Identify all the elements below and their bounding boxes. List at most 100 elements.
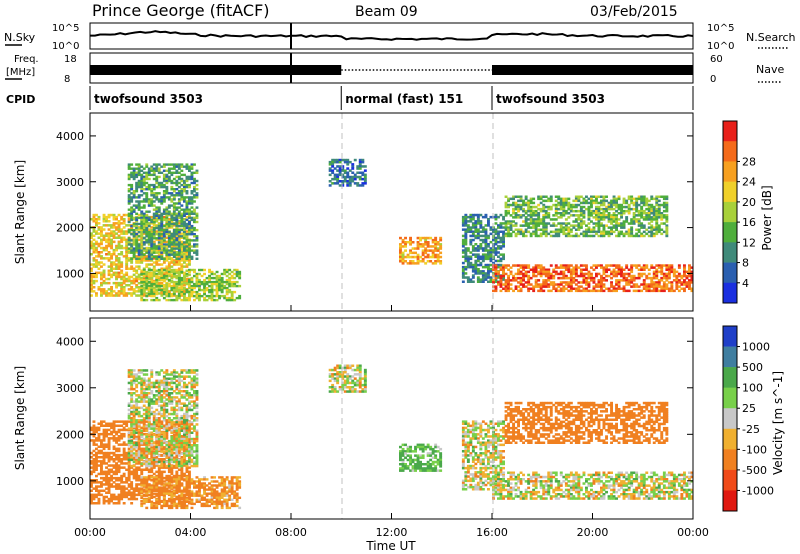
echo-cell xyxy=(130,493,134,497)
echo-cell xyxy=(195,249,199,252)
echo-cell xyxy=(167,220,171,224)
echo-cell xyxy=(424,255,428,259)
echo-cell xyxy=(105,456,108,459)
echo-cell xyxy=(484,272,488,275)
echo-cell xyxy=(564,264,568,267)
echo-cell xyxy=(577,224,581,227)
echo-cell xyxy=(469,263,473,267)
echo-cell xyxy=(504,232,508,236)
echo-cell xyxy=(177,232,181,235)
echo-cell xyxy=(567,283,571,286)
echo-cell xyxy=(502,236,505,240)
echo-cell xyxy=(120,290,124,293)
echo-cell xyxy=(190,198,194,201)
echo-cell xyxy=(172,280,176,284)
echo-cell xyxy=(137,253,141,256)
echo-cell xyxy=(509,266,513,269)
echo-cell xyxy=(120,491,124,494)
echo-cell xyxy=(97,244,101,248)
echo-cell xyxy=(92,435,96,438)
echo-cell xyxy=(509,272,513,276)
echo-cell xyxy=(157,272,161,276)
echo-cell xyxy=(567,197,571,201)
echo-cell xyxy=(670,270,674,274)
echo-cell xyxy=(632,276,636,280)
echo-cell xyxy=(102,453,106,457)
echo-cell xyxy=(328,173,332,177)
echo-cell xyxy=(132,441,136,444)
echo-cell xyxy=(110,230,113,233)
echo-cell xyxy=(474,261,478,265)
echo-cell xyxy=(670,264,674,267)
echo-cell xyxy=(112,447,116,451)
echo-cell xyxy=(539,266,543,269)
echo-cell xyxy=(125,242,129,246)
echo-cell xyxy=(574,283,578,286)
echo-cell xyxy=(600,276,603,280)
echo-cell xyxy=(637,203,641,207)
echo-cell xyxy=(120,246,124,250)
echo-cell xyxy=(590,197,593,201)
echo-cell xyxy=(607,289,611,293)
echo-cell xyxy=(115,286,118,289)
echo-cell xyxy=(160,238,164,242)
echo-cell xyxy=(419,236,422,240)
echo-cell xyxy=(193,284,196,288)
echo-cell xyxy=(155,181,159,185)
echo-cell xyxy=(198,294,201,298)
echo-cell xyxy=(522,276,525,280)
echo-cell xyxy=(125,232,129,235)
echo-cell xyxy=(145,270,149,274)
echo-cell xyxy=(225,270,229,274)
echo-cell xyxy=(177,231,181,234)
echo-cell xyxy=(110,255,113,258)
echo-cell xyxy=(210,272,214,276)
echo-cell xyxy=(155,502,159,505)
echo-cell xyxy=(150,243,154,246)
echo-cell xyxy=(170,261,174,264)
echo-cell xyxy=(479,247,483,250)
echo-cell xyxy=(544,274,548,278)
echo-cell xyxy=(190,294,194,298)
echo-cell xyxy=(464,222,468,225)
echo-cell xyxy=(481,259,485,263)
echo-cell xyxy=(112,424,116,427)
echo-cell xyxy=(203,282,206,286)
echo-cell xyxy=(559,207,563,211)
echo-cell xyxy=(665,228,669,231)
echo-cell xyxy=(107,447,111,451)
echo-cell xyxy=(411,251,415,255)
echo-cell xyxy=(577,214,581,217)
echo-cell xyxy=(112,485,116,488)
echo-cell xyxy=(105,234,108,237)
echo-cell xyxy=(585,232,588,236)
echo-cell xyxy=(110,263,113,266)
echo-cell xyxy=(469,213,473,217)
echo-cell xyxy=(97,428,101,432)
echo-cell xyxy=(487,280,490,283)
echo-cell xyxy=(351,180,355,183)
echo-cell xyxy=(92,493,96,497)
echo-cell xyxy=(117,439,121,442)
echo-cell xyxy=(414,262,417,265)
echo-cell xyxy=(569,274,573,278)
echo-cell xyxy=(539,285,543,288)
echo-cell xyxy=(180,216,184,220)
echo-cell xyxy=(155,224,159,228)
echo-cell xyxy=(95,271,98,275)
echo-cell xyxy=(193,171,196,174)
echo-cell xyxy=(185,200,189,203)
echo-cell xyxy=(142,220,146,224)
echo-cell xyxy=(504,264,508,267)
echo-cell xyxy=(155,298,159,302)
echo-cell xyxy=(147,231,151,234)
echo-cell xyxy=(130,275,134,279)
echo-cell xyxy=(514,279,518,282)
echo-cell xyxy=(627,281,631,284)
echo-cell xyxy=(489,255,493,258)
echo-cell xyxy=(605,264,608,267)
nsearch-tick-top: 10^5 xyxy=(707,23,734,34)
echo-cell xyxy=(137,226,141,230)
echo-cell xyxy=(167,294,171,298)
echo-cell xyxy=(487,224,490,227)
